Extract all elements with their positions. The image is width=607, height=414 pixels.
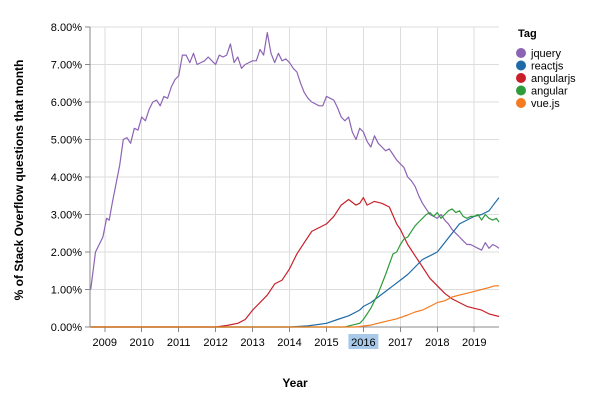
series-lines bbox=[90, 31, 500, 328]
x-tick-label: 2010 bbox=[129, 337, 153, 349]
x-tick-label: 2014 bbox=[277, 337, 301, 349]
x-tick-label: 2012 bbox=[203, 337, 227, 349]
y-tick-label: 6.00% bbox=[51, 97, 82, 109]
y-tick-label: 3.00% bbox=[51, 210, 82, 222]
y-tick-label: 7.00% bbox=[51, 60, 82, 72]
x-tick-label: 2013 bbox=[240, 337, 264, 349]
legend-label: reactjs bbox=[531, 61, 564, 73]
x-axis-title: Year bbox=[282, 376, 308, 390]
y-axis-title: % of Stack Overflow questions that month bbox=[12, 60, 26, 301]
x-tick-label: 2009 bbox=[93, 337, 117, 349]
y-tick-label: 1.00% bbox=[51, 285, 82, 297]
legend-swatch bbox=[516, 60, 526, 71]
y-tick-label: 8.00% bbox=[51, 22, 82, 34]
legend-label: vue.js bbox=[531, 98, 560, 110]
x-tick-label: 2017 bbox=[388, 337, 412, 349]
legend-swatch bbox=[516, 48, 526, 58]
y-tick-label: 5.00% bbox=[51, 135, 82, 147]
grid-lines bbox=[90, 26, 499, 328]
x-tick-highlight bbox=[348, 334, 379, 349]
series-line-angular bbox=[90, 208, 500, 328]
x-tick-label: 2015 bbox=[314, 337, 338, 349]
x-tick-label: 2018 bbox=[425, 337, 449, 349]
legend-swatch bbox=[516, 85, 526, 96]
y-tick-label: 2.00% bbox=[51, 247, 82, 259]
legend-label: angular bbox=[531, 86, 568, 98]
x-tick-label: 2016 bbox=[351, 337, 375, 349]
legend-swatch bbox=[516, 98, 526, 108]
y-tick-label: 4.00% bbox=[51, 172, 82, 184]
legend-label: jquery bbox=[530, 48, 561, 60]
series-line-vue-js bbox=[90, 285, 499, 328]
legend-title: Tag bbox=[518, 28, 537, 40]
x-tick-label: 2019 bbox=[462, 337, 486, 349]
legend-swatch bbox=[516, 73, 526, 83]
y-tick-label: 0.00% bbox=[51, 322, 82, 334]
series-line-angularjs bbox=[90, 197, 500, 328]
series-line-jquery bbox=[90, 31, 500, 290]
series-line-reactjs bbox=[90, 197, 500, 328]
legend-label: angularjs bbox=[531, 73, 576, 85]
tick-highlight bbox=[348, 334, 379, 349]
x-tick-label: 2011 bbox=[167, 337, 191, 349]
tick-labels: 0.00% 1.00% 2.00% 3.00% 4.00% 5.00% 6.00% 7.00%… bbox=[51, 22, 487, 349]
